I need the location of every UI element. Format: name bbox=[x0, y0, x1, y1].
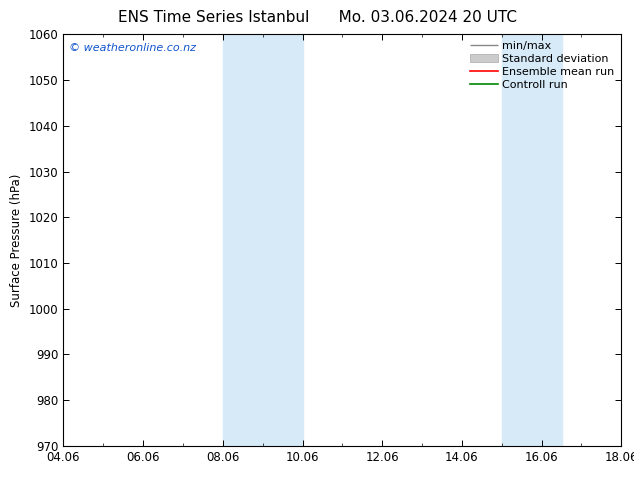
Text: ENS Time Series Istanbul      Mo. 03.06.2024 20 UTC: ENS Time Series Istanbul Mo. 03.06.2024 … bbox=[117, 10, 517, 25]
Bar bbox=[223, 34, 302, 446]
Y-axis label: Surface Pressure (hPa): Surface Pressure (hPa) bbox=[10, 173, 23, 307]
Bar bbox=[501, 34, 562, 446]
Legend: min/max, Standard deviation, Ensemble mean run, Controll run: min/max, Standard deviation, Ensemble me… bbox=[467, 38, 618, 93]
Text: © weatheronline.co.nz: © weatheronline.co.nz bbox=[69, 43, 196, 52]
